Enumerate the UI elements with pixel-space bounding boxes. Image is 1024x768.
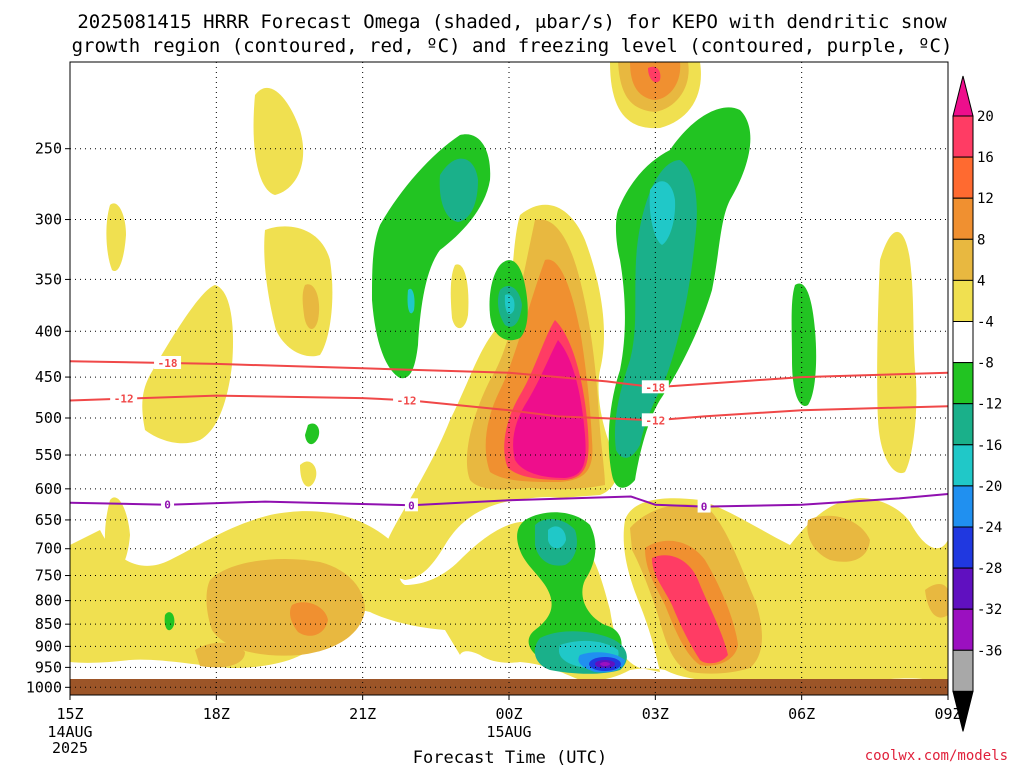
contour-label: -18 [645,381,665,394]
colorbar-level-label: -32 [977,602,1002,618]
colorbar-segment [952,362,974,405]
colorbar-level-label: 8 [977,232,985,248]
y-tick-label: 350 [35,270,62,288]
colorbar-level-label: 4 [977,273,985,289]
chart-title-line-1: 2025081415 HRRR Forecast Omega (shaded, … [77,11,947,33]
colorbar-level-label: -16 [977,438,1002,454]
y-tick-label: 850 [35,615,62,633]
colorbar-segment [952,526,974,569]
colorbar-level-label: -4 [977,315,994,331]
colorbar-segment [952,567,974,610]
y-tick-label: 700 [35,540,62,558]
colorbar-bottom-arrow [952,690,974,732]
x-tick-label: 18Z [203,705,230,723]
x-tick-label: 00Z [495,705,522,723]
colorbar-segment [952,156,974,199]
y-tick-label: 650 [35,511,62,529]
contour-label: 0 [408,499,415,512]
y-tick-label: 950 [35,658,62,676]
contour-label: -18 [158,357,178,370]
colorbar-top-arrow [952,75,974,117]
chart-title-line-2: growth region (contoured, red, ºC) and f… [72,35,953,57]
credit-text: coolwx.com/models [865,748,1008,764]
y-tick-label: 1000 [26,678,62,696]
omega-above-20-region [513,340,586,478]
x-tick-year-label: 2025 [52,739,88,757]
colorbar-level-label: -24 [977,520,1002,536]
x-tick-date-label: 15AUG [486,723,531,741]
colorbar-segment [952,238,974,281]
x-tick-label: 09Z [934,705,961,723]
contour-label: -12 [397,394,417,407]
plot-frame [69,61,949,696]
temperature-contours: -18 -18 -12 -12 -12 0 0 0 [69,356,949,514]
contour-line-0 [69,493,949,508]
colorbar-level-label: -12 [977,397,1002,413]
contour-label-bg [393,393,421,407]
y-tick-label: 450 [35,368,62,386]
contour-label-bg [697,499,711,513]
contour-label: 0 [701,501,708,514]
colorbar-level-label: -8 [977,356,994,372]
colorbar-level-label: 16 [977,150,994,166]
y-tick-label: 800 [35,592,62,610]
colorbar-segment [952,321,974,364]
y-axis: 250 300 350 400 450 500 550 600 650 700 750 800 850 9… [26,140,70,696]
colorbar-segment [952,444,974,487]
y-tick-label: 550 [35,446,62,464]
y-tick-label: 750 [35,567,62,585]
contour-label: -12 [114,393,134,406]
y-tick-label: 250 [35,140,62,158]
colorbar-level-label: -36 [977,643,1002,659]
y-tick-label: 900 [35,637,62,655]
y-tick-label: 500 [35,409,62,427]
colorbar-level-label: -28 [977,561,1002,577]
y-tick-label: 600 [35,480,62,498]
contour-label-bg [161,497,175,511]
x-tick-label: 03Z [642,705,669,723]
colorbar-level-label: -20 [977,479,1002,495]
colorbar: 20 16 12 8 4 -4 -8 -12 -16 -20 -24 -28 -32 -36 [952,75,1002,732]
contour-label-bg [641,413,669,427]
colorbar-segment [952,403,974,446]
colorbar-level-label: 20 [977,109,994,125]
y-tick-label: 400 [35,322,62,340]
colorbar-segment [952,197,974,240]
colorbar-segment [952,115,974,158]
contour-label: 0 [164,499,171,512]
grid-lines [70,62,948,695]
contour-label-bg [404,498,418,512]
x-tick-label: 06Z [788,705,815,723]
contour-line-minus12 [69,394,949,422]
y-tick-label: 300 [35,211,62,229]
colorbar-segment [952,649,974,692]
x-tick-date-label: 14AUG [47,723,92,741]
contour-line-minus18 [69,360,949,389]
x-tick-label: 15Z [56,705,83,723]
contour-label-bg [110,391,138,405]
colorbar-segment [952,279,974,322]
x-tick-label: 21Z [349,705,376,723]
omega-minimum-core [589,657,621,671]
contour-label-bg [641,380,669,394]
colorbar-segment [952,485,974,528]
contour-label-bg [154,356,182,370]
contour-label: -12 [645,414,665,427]
colorbar-segment [952,608,974,651]
x-axis-label: Forecast Time (UTC) [413,748,607,768]
colorbar-level-label: 12 [977,191,994,207]
